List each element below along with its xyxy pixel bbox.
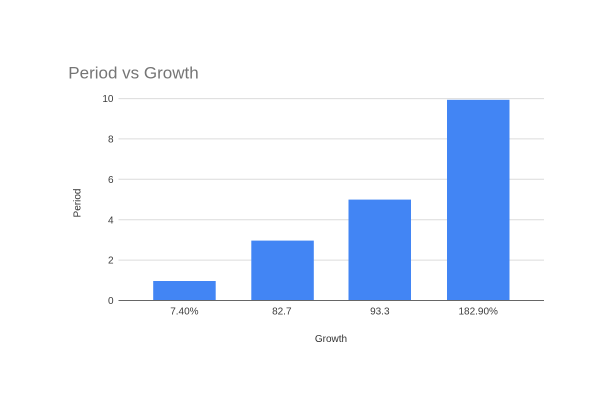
svg-text:Growth: Growth	[315, 334, 347, 345]
svg-text:4: 4	[108, 215, 114, 226]
svg-text:10: 10	[102, 94, 114, 105]
svg-text:8: 8	[108, 135, 114, 146]
svg-text:Period vs Growth: Period vs Growth	[68, 64, 198, 83]
svg-text:6: 6	[108, 175, 114, 186]
svg-text:182.90%: 182.90%	[458, 306, 498, 317]
svg-text:93.3: 93.3	[370, 306, 390, 317]
svg-text:7.40%: 7.40%	[170, 306, 198, 317]
svg-text:Period: Period	[72, 189, 83, 218]
svg-text:0: 0	[108, 296, 114, 307]
svg-text:2: 2	[108, 256, 114, 267]
svg-text:82.7: 82.7	[272, 306, 292, 317]
